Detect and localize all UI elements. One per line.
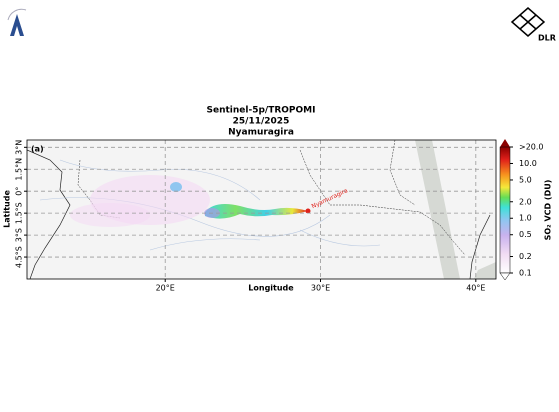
colorbar-arrow (499, 272, 511, 281)
map-area (27, 140, 496, 279)
colorbar-tick-label: 0.5 (519, 230, 532, 239)
subtitle: Nyamuragira (228, 128, 294, 138)
grid (27, 140, 496, 279)
map-frame (26, 139, 497, 280)
subtitle: 25/11/2025 (233, 117, 290, 127)
colorbar-tick-label: 1.0 (519, 214, 532, 223)
y-axis-label: Latitude (3, 190, 12, 228)
y-tick-label: 1.5°S (15, 202, 24, 224)
y-tick-label: 0° (15, 187, 24, 196)
colorbar-tick-label: 5.0 (519, 175, 532, 184)
x-axis-label: Longitude (248, 284, 294, 293)
title: Sentinel-5p/TROPOMI (207, 106, 316, 116)
colorbar-arrow (500, 139, 510, 147)
x-tick-label: 20°E (156, 284, 175, 293)
panel-label: (a) (31, 145, 44, 154)
y-tick-label: 4.5°S (15, 246, 24, 268)
colorbar-label: SO₂ VCD (DU) (544, 180, 553, 241)
logo-left (7, 8, 27, 36)
colorbar-tick-label: 2.0 (519, 197, 532, 206)
logo-text: DLR (538, 34, 556, 43)
y-tick-label: 1.5°N (15, 158, 24, 181)
colorbar-tick-label: 0.2 (519, 252, 532, 261)
colorbar-tick-label: 0.1 (519, 269, 532, 278)
logo-right (510, 7, 546, 37)
y-tick-label: 3°S (15, 228, 24, 242)
colorbar-tick-label: >20.0 (519, 143, 544, 152)
y-tick-label: 3°N (15, 140, 24, 155)
x-tick-label: 40°E (466, 284, 485, 293)
colorbar (499, 146, 511, 274)
colorbar-tick-label: 10.0 (519, 159, 537, 168)
x-tick-label: 30°E (311, 284, 330, 293)
